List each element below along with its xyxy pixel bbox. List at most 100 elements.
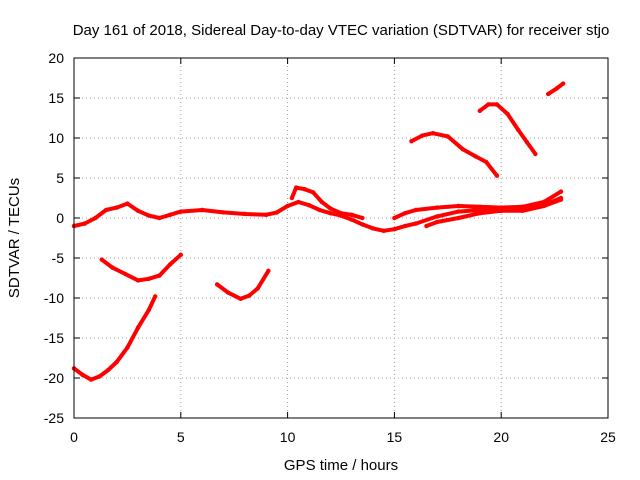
data-point — [135, 278, 141, 283]
data-point — [456, 209, 461, 214]
data-point — [520, 208, 525, 213]
data-point — [494, 173, 500, 178]
data-point — [199, 207, 205, 213]
x-tick-label: 25 — [600, 429, 616, 445]
data-point — [246, 293, 252, 298]
data-point — [499, 205, 504, 210]
data-point — [105, 367, 111, 373]
y-tick-label: 5 — [56, 170, 64, 186]
data-point — [545, 91, 551, 97]
series-arc-3 — [392, 189, 563, 220]
data-point — [456, 203, 461, 209]
data-point — [402, 223, 408, 229]
data-point — [135, 208, 141, 213]
data-point — [88, 377, 94, 382]
data-point — [328, 211, 333, 216]
x-tick-label: 10 — [280, 429, 296, 445]
series-arc-5 — [72, 294, 158, 382]
x-tick-label: 15 — [387, 429, 403, 445]
data-point — [302, 187, 307, 192]
data-point — [477, 211, 483, 216]
data-point — [558, 197, 564, 202]
data-point — [296, 199, 301, 205]
data-point — [157, 215, 162, 221]
data-point — [274, 210, 280, 215]
data-point — [560, 81, 566, 86]
data-point — [317, 207, 322, 213]
data-point — [533, 151, 538, 157]
data-point — [110, 265, 115, 270]
y-tick-label: 10 — [48, 130, 64, 146]
data-point — [349, 212, 354, 217]
data-point — [152, 294, 158, 299]
data-point — [338, 211, 344, 216]
data-point — [456, 215, 461, 221]
data-point — [392, 227, 397, 232]
data-point — [285, 203, 290, 209]
data-point — [311, 190, 316, 195]
data-point — [430, 131, 436, 136]
x-axis-label: GPS time / hours — [284, 457, 398, 474]
y-tick-label: 15 — [48, 90, 64, 106]
data-point — [114, 359, 119, 365]
data-point — [434, 214, 440, 219]
data-point — [242, 211, 248, 217]
data-point — [255, 286, 260, 291]
data-point — [146, 276, 151, 281]
data-point — [221, 210, 226, 215]
data-point — [541, 203, 547, 209]
data-point — [80, 372, 85, 377]
data-point — [413, 207, 418, 213]
data-point — [494, 102, 500, 107]
data-point — [289, 195, 295, 201]
data-point — [445, 134, 450, 139]
data-point — [349, 217, 354, 222]
data-point — [178, 252, 183, 257]
y-tick-label: -10 — [44, 290, 64, 306]
data-point — [82, 221, 87, 226]
y-tick-label: -5 — [52, 250, 65, 266]
series-arc-6 — [99, 252, 183, 283]
data-point — [360, 215, 365, 221]
data-point — [264, 212, 269, 217]
data-point — [146, 213, 151, 218]
data-point — [167, 212, 173, 217]
plot-frame — [73, 57, 609, 419]
data-point — [125, 345, 130, 350]
data-point — [392, 215, 397, 221]
data-point — [306, 203, 312, 208]
data-point — [146, 307, 151, 313]
data-point — [516, 127, 521, 133]
x-tick-label: 5 — [177, 429, 185, 445]
data-point — [558, 189, 564, 194]
data-point — [167, 262, 173, 267]
data-point — [238, 296, 243, 301]
y-tick-label: -15 — [44, 330, 64, 346]
data-point — [402, 211, 408, 216]
y-axis-label: SDTVAR / TECUs — [6, 178, 23, 298]
grid — [74, 58, 608, 418]
data-point — [505, 111, 510, 117]
data-point — [477, 108, 483, 114]
data-point — [93, 215, 98, 221]
data-point — [319, 199, 324, 205]
data-point — [293, 185, 299, 190]
data-point — [477, 204, 483, 209]
data-point — [424, 223, 429, 229]
series-arc-7 — [215, 268, 271, 301]
data-point — [499, 208, 504, 213]
data-point — [97, 374, 102, 379]
data-point — [381, 228, 386, 233]
data-point — [370, 226, 376, 231]
data-point — [103, 207, 109, 213]
chart-title: Day 161 of 2018, Sidereal Day-to-day VTE… — [73, 22, 610, 39]
axis-ticks: 0 5 10 15 20 25 -25 -20 -15 -10 -5 0 5 10 15 20 — [44, 50, 616, 445]
data-point — [409, 139, 414, 144]
data-point — [178, 209, 183, 214]
data-point — [473, 154, 478, 159]
data-point — [225, 290, 230, 295]
data-point — [524, 139, 530, 145]
data-point — [554, 86, 559, 91]
y-tick-label: 20 — [48, 50, 64, 66]
